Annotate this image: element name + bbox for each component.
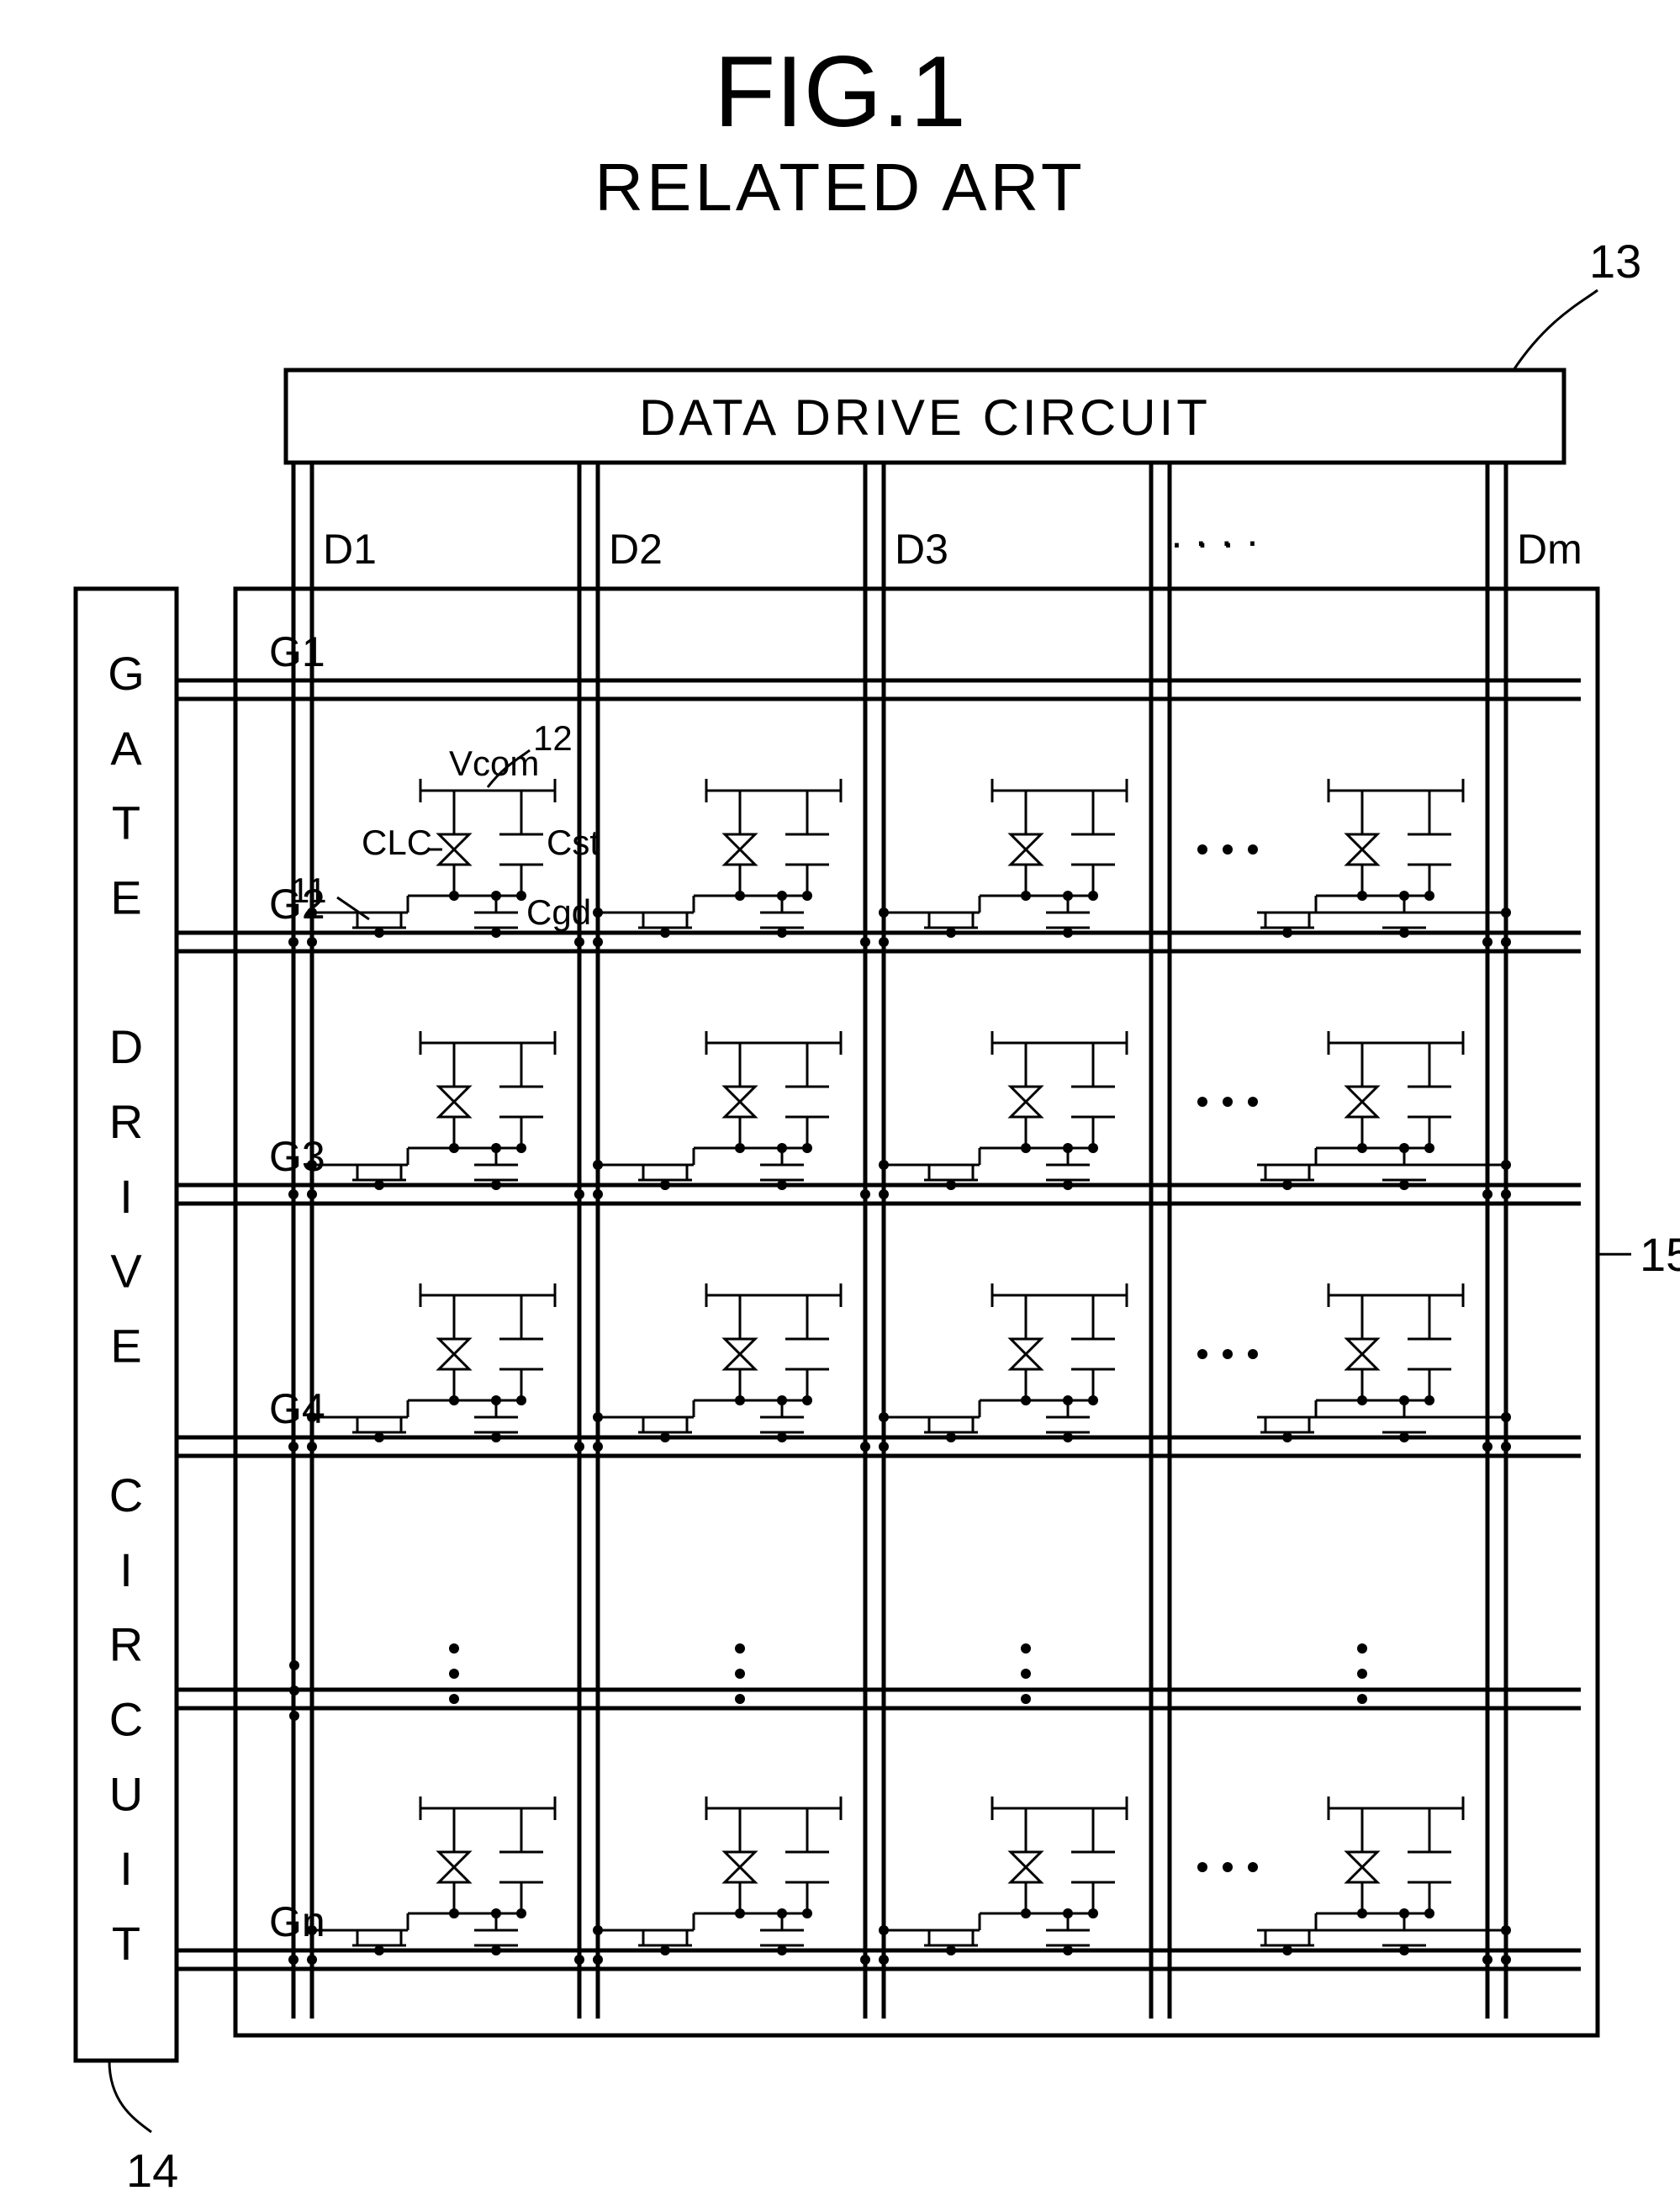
pixel-cell [574,779,841,947]
gate-drive-letter: R [109,1618,143,1671]
pixel-cell: Vcom12 CLC Cst 11 Cgd [288,718,600,947]
data-col-label: D2 [609,526,663,573]
ref-15: 15 [1640,1228,1680,1281]
gate-row-label: G3 [269,1133,325,1180]
data-col-label: Dm [1517,526,1582,573]
gate-drive-letter [119,1394,133,1447]
pixel-cell [860,1283,1127,1452]
gate-drive-letter: E [110,1319,141,1372]
gate-row-label: G4 [269,1385,325,1432]
ref-13: 13 [1589,235,1641,288]
pixel-cell [574,1031,841,1199]
pixel-cell [860,1031,1127,1199]
data-drive-circuit: DATA DRIVE CIRCUIT [286,370,1564,463]
gate-drive-letter: E [110,870,141,923]
pixel-cell [1257,1031,1511,1199]
pixel-cell [288,1283,555,1452]
gate-row-label: Gn [269,1898,325,1945]
ref-14: 14 [126,2144,178,2196]
svg-text:CLC: CLC [362,823,432,862]
gate-drive-circuit: GATE DRIVE CIRCUIT [76,589,177,2061]
gate-drive-letter: C [109,1693,143,1746]
figure-title: FIG.1 [714,35,966,148]
svg-text:Vcom: Vcom [449,743,539,783]
data-drive-label: DATA DRIVE CIRCUIT [639,389,1211,446]
svg-text:12: 12 [533,718,573,758]
gate-drive-letter: R [109,1095,143,1148]
gate-drive-letter: C [109,1468,143,1521]
pixel-cell [574,1796,841,1965]
data-col-label: D3 [895,526,948,573]
pixel-cell [1257,1796,1511,1965]
pixel-cell [1257,1283,1511,1452]
svg-text:Cst: Cst [547,823,600,862]
gate-drive-letter: A [110,722,142,775]
figure-subtitle: RELATED ART [594,150,1085,225]
gate-drive-letter: U [109,1767,143,1820]
svg-text:11: 11 [290,870,327,910]
panel-box [235,589,1598,2035]
gate-row-label: G1 [269,628,325,675]
top-ellipsis: · · · [1170,519,1235,566]
pixel-cell [288,1796,555,1965]
pixel-cell [574,1283,841,1452]
data-col-label: D1 [323,526,377,573]
gate-drive-letter: T [112,796,140,849]
gate-drive-letter: D [109,1020,143,1073]
pixel-cell [860,779,1127,947]
gate-drive-letter: G [108,647,145,700]
pixel-cell [860,1796,1127,1965]
pixel-cell [1257,779,1511,947]
gate-drive-letter: I [119,1170,133,1223]
svg-text:Cgd: Cgd [526,892,591,932]
gate-drive-letter [119,945,133,998]
gate-drive-letter: I [119,1543,133,1596]
pixel-cell [288,1031,555,1199]
gate-drive-letter: T [112,1917,140,1970]
gate-drive-letter: V [110,1245,142,1298]
gate-drive-letter: I [119,1842,133,1895]
